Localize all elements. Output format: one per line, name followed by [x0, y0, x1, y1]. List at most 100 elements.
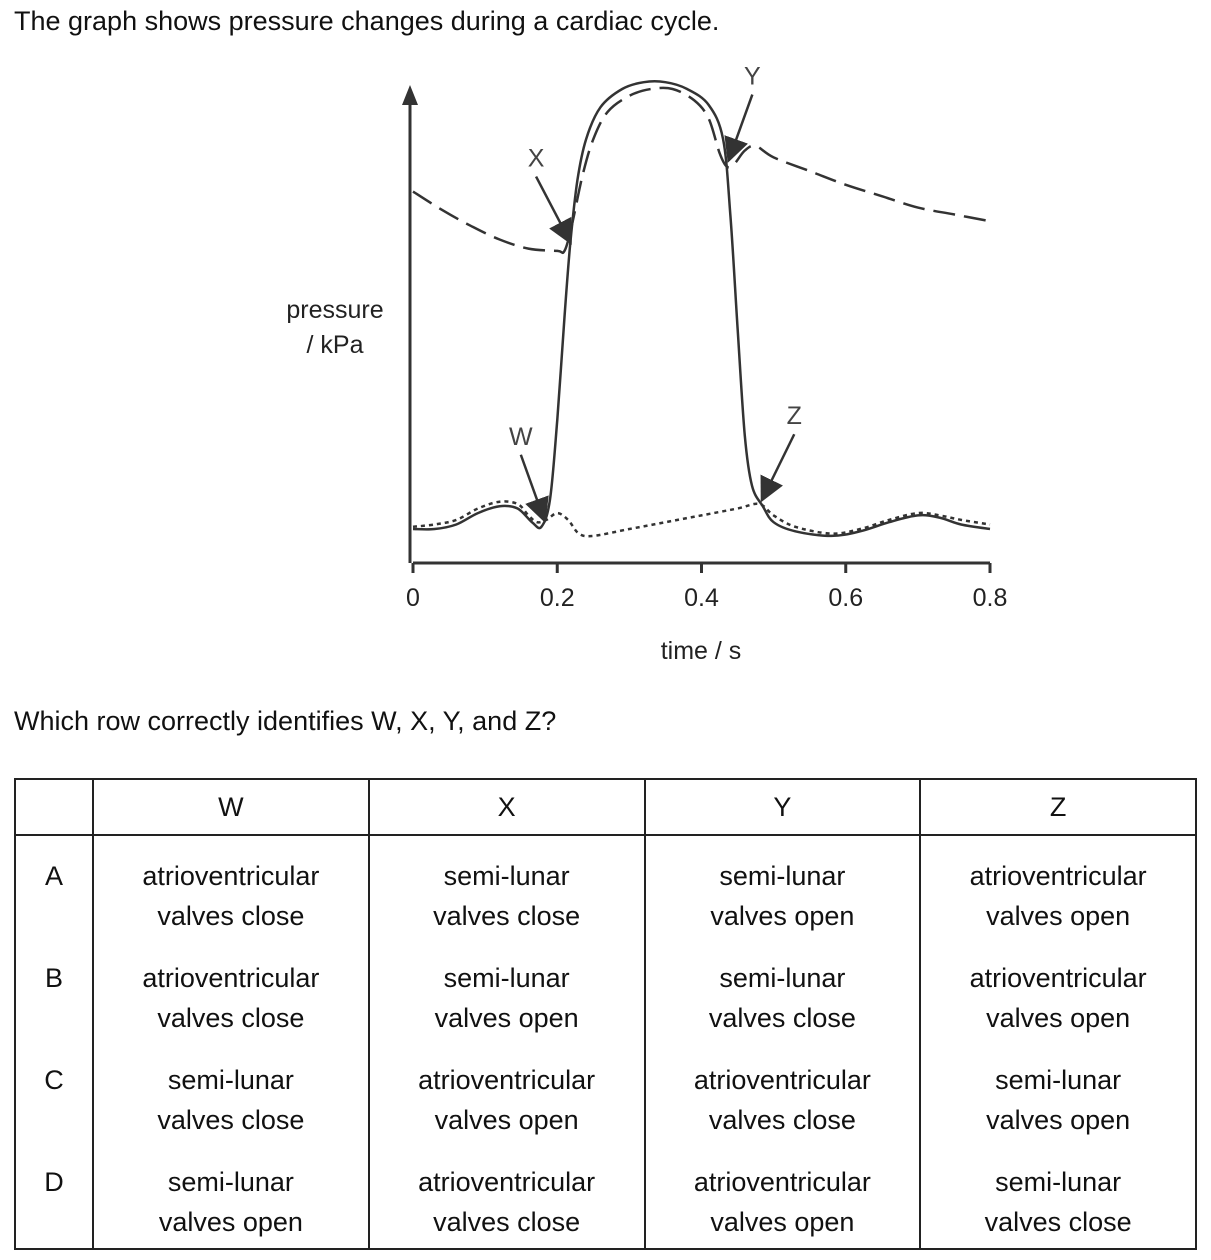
- table-cell: atrioventricular valves open: [919, 835, 1197, 958]
- row-letter: A: [14, 835, 94, 958]
- cell-text: semi-lunar valves open: [370, 958, 644, 1060]
- table-cell: atrioventricular valves open: [919, 958, 1197, 1060]
- annotations: W X Y Z: [509, 63, 802, 524]
- y-axis-arrow: [402, 85, 418, 105]
- table-header-row: W X Y Z: [14, 778, 1197, 836]
- cell-line: valves close: [433, 1207, 581, 1237]
- cell-line: atrioventricular: [142, 861, 320, 891]
- cell-text: atrioventricular valves open: [646, 1162, 920, 1242]
- cell-line: valves open: [986, 1105, 1131, 1135]
- cell-text: atrioventricular valves close: [94, 958, 368, 1060]
- cell-line: valves close: [708, 1105, 856, 1135]
- cell-line: valves close: [157, 901, 305, 931]
- table-cell: semi-lunar valves open: [367, 958, 646, 1060]
- table-cell: atrioventricular valves close: [643, 1060, 922, 1162]
- cell-text: atrioventricular valves close: [370, 1162, 644, 1242]
- table-header-corner: [14, 778, 94, 836]
- table-cell: semi-lunar valves close: [919, 1162, 1197, 1250]
- intro-text: The graph shows pressure changes during …: [14, 6, 720, 36]
- table-cell: atrioventricular valves open: [367, 1060, 646, 1162]
- cell-line: atrioventricular: [969, 861, 1147, 891]
- table-cell: atrioventricular valves open: [643, 1162, 922, 1250]
- cell-text: semi-lunar valves close: [370, 856, 644, 958]
- cell-line: valves close: [433, 901, 581, 931]
- y-axis-label-line2: / kPa: [307, 331, 364, 359]
- cell-line: valves open: [158, 1207, 303, 1237]
- cell-line: valves close: [984, 1207, 1132, 1237]
- cell-line: semi-lunar: [167, 1065, 294, 1095]
- row-letter-text: B: [44, 963, 63, 993]
- cell-line: semi-lunar: [995, 1167, 1122, 1197]
- question-text: Which row correctly identifies W, X, Y, …: [14, 706, 557, 736]
- x-ticks: 0 0.2 0.4 0.6 0.8: [406, 563, 1007, 612]
- table-header-y: Y: [643, 778, 922, 836]
- y-axis-label-line1: pressure: [286, 296, 383, 324]
- series-line-solid: [412, 80, 991, 538]
- cell-line: valves open: [710, 901, 855, 931]
- cell-text: atrioventricular valves open: [370, 1060, 644, 1162]
- cell-text: semi-lunar valves open: [646, 856, 920, 958]
- cell-line: semi-lunar: [995, 1065, 1122, 1095]
- row-letter: C: [14, 1060, 94, 1162]
- cell-line: semi-lunar: [719, 861, 846, 891]
- annotation-arrow: [724, 94, 754, 163]
- cell-line: atrioventricular: [693, 1167, 871, 1197]
- cell-line: valves open: [710, 1207, 855, 1237]
- cell-line: atrioventricular: [142, 963, 320, 993]
- x-tick-label: 0: [406, 584, 420, 612]
- cell-line: semi-lunar: [443, 861, 570, 891]
- table-cell: semi-lunar valves close: [367, 835, 646, 958]
- axes: [402, 85, 990, 565]
- cell-text: atrioventricular valves open: [921, 856, 1195, 958]
- x-axis-label: time / s: [661, 637, 742, 665]
- table-cell: atrioventricular valves close: [92, 835, 370, 958]
- table-cell: semi-lunar valves open: [92, 1162, 370, 1250]
- x-tick-label: 0.4: [684, 584, 719, 612]
- row-letter-text: D: [44, 1167, 64, 1197]
- table-cell: semi-lunar valves close: [643, 958, 922, 1060]
- cell-text: atrioventricular valves close: [94, 856, 368, 958]
- cell-text: atrioventricular valves close: [646, 1060, 920, 1162]
- cell-text: semi-lunar valves close: [94, 1060, 368, 1162]
- cell-line: semi-lunar: [719, 963, 846, 993]
- cell-line: valves open: [434, 1105, 579, 1135]
- cell-line: valves open: [986, 1003, 1131, 1033]
- annotation-label-y: Y: [744, 63, 761, 91]
- table-cell: semi-lunar valves open: [643, 835, 922, 958]
- table-header-z: Z: [919, 778, 1197, 836]
- table-header-w: W: [92, 778, 370, 836]
- cell-text: semi-lunar valves open: [94, 1162, 368, 1242]
- cell-line: atrioventricular: [418, 1167, 596, 1197]
- x-tick-label: 0.6: [828, 584, 863, 612]
- cell-line: valves close: [157, 1105, 305, 1135]
- row-letter: B: [14, 958, 94, 1060]
- series-line-dotted: [412, 500, 991, 538]
- cell-text: semi-lunar valves close: [646, 958, 920, 1060]
- annotation-label-x: X: [528, 145, 545, 173]
- annotation-label-z: Z: [787, 402, 802, 430]
- x-tick-label: 0.8: [973, 584, 1008, 612]
- cell-line: valves open: [434, 1003, 579, 1033]
- cell-text: atrioventricular valves open: [921, 958, 1195, 1060]
- cell-line: semi-lunar: [167, 1167, 294, 1197]
- annotation-arrow: [760, 433, 796, 503]
- table-header-x: X: [367, 778, 646, 836]
- cell-line: valves open: [986, 901, 1131, 931]
- row-letter-text: A: [44, 861, 63, 891]
- table-cell: semi-lunar valves close: [92, 1060, 370, 1162]
- row-letter: D: [14, 1162, 94, 1250]
- annotation-arrow: [534, 176, 572, 245]
- table-cell: atrioventricular valves close: [92, 958, 370, 1060]
- cell-line: semi-lunar: [443, 963, 570, 993]
- cell-text: semi-lunar valves open: [921, 1060, 1195, 1162]
- table-cell: semi-lunar valves open: [919, 1060, 1197, 1162]
- series-layer: [412, 80, 991, 538]
- table-cell: atrioventricular valves close: [367, 1162, 646, 1250]
- cell-text: semi-lunar valves close: [921, 1162, 1195, 1242]
- cell-line: atrioventricular: [418, 1065, 596, 1095]
